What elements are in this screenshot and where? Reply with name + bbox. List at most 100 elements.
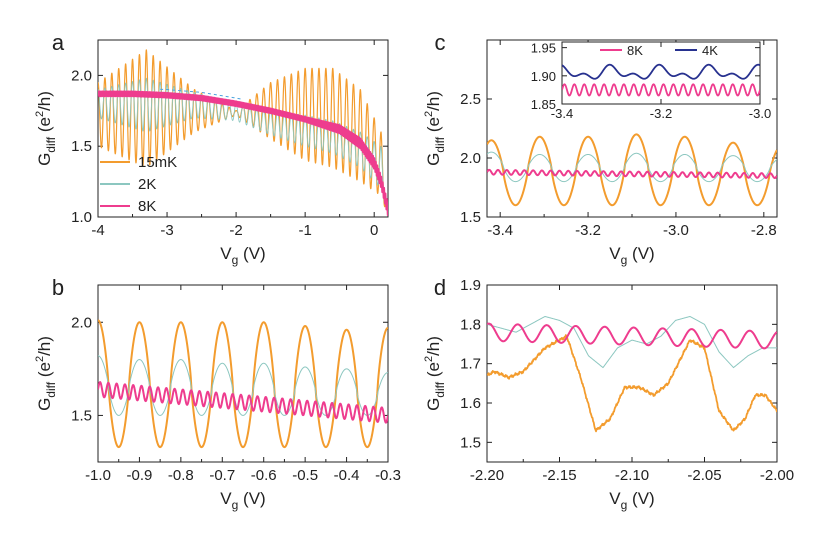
panel-d: -2.20 -2.15 -2.10 -2.05 -2.00 1.5 1.6 1.7 1.8 1.9…	[423, 275, 794, 512]
x-axis-label: Vg (V)	[609, 244, 654, 267]
panel-a: -4 -3 -2 -1 0 1.0 1.5 2.0 Vg (V) Gdiff (e2/h) a 15m…	[34, 30, 389, 267]
y-tick-label: 1.5	[460, 209, 481, 226]
series-line-8K	[98, 90, 388, 217]
x-tick-label: 0	[370, 222, 378, 239]
legend-label: 8K	[138, 198, 156, 215]
inset-legend-label: 8K	[627, 43, 643, 58]
y-axis-label-unit-close: /h)	[35, 91, 54, 111]
y-tick-label: 1.90	[531, 69, 556, 84]
x-tick-label: -2.05	[687, 467, 721, 484]
y-axis-label-unit-open: (e	[35, 362, 54, 382]
y-axis-label: Gdiff (e2/h)	[34, 91, 58, 166]
y-tick-label: 1.8	[460, 316, 481, 333]
y-axis-label-main: G	[424, 398, 443, 411]
inset-series-line-4K	[562, 63, 760, 80]
x-axis-label-main: V	[220, 244, 232, 263]
x-axis-label-sub: g	[621, 253, 628, 267]
x-axis-label-sub: g	[232, 498, 239, 512]
x-axis-label-main: V	[220, 489, 232, 508]
y-axis-label-sup: 2	[34, 111, 46, 117]
x-tick-label: -3.0	[663, 222, 689, 239]
x-axis-label: Vg (V)	[609, 489, 654, 512]
x-tick-label: -0.4	[334, 467, 360, 484]
x-axis-label-main: V	[609, 489, 621, 508]
panel-letter: c	[435, 30, 446, 55]
inset-legend-label: 4K	[702, 43, 718, 58]
x-tick-label: -2.15	[542, 467, 576, 484]
y-tick-label: 1.5	[71, 138, 92, 155]
x-axis-label-sub: g	[621, 498, 628, 512]
x-tick-label: -2.10	[615, 467, 649, 484]
panel-b: -1.0 -0.9 -0.8 -0.7 -0.6 -0.5 -0.4 -0.3 1.5 2.0 Vg…	[34, 275, 401, 512]
plot-frame	[97, 284, 389, 463]
reference-dashed-line	[160, 88, 244, 100]
y-tick-label: 1.9	[460, 277, 481, 294]
x-tick-label: -0.9	[126, 467, 152, 484]
y-axis-label-sub: diff	[44, 381, 58, 397]
panel-letter: b	[52, 275, 64, 300]
x-tick-label: -0.5	[292, 467, 318, 484]
y-axis-label-unit-open: (e	[424, 117, 443, 137]
y-axis-label-sup: 2	[423, 356, 435, 362]
panel-letter: d	[434, 275, 446, 300]
y-axis-label-unit-open: (e	[424, 362, 443, 382]
series-line-2K	[98, 355, 388, 416]
legend-label: 2K	[138, 176, 156, 193]
series-line-15mK	[487, 133, 777, 207]
x-tick-label: -3.4	[551, 106, 573, 121]
x-tick-label: -1.0	[85, 467, 111, 484]
plot-frame	[97, 39, 389, 218]
y-axis-label-sub: diff	[433, 381, 447, 397]
x-tick-label: -3	[160, 222, 173, 239]
y-tick-label: 1.0	[71, 209, 92, 226]
y-axis-label-sup: 2	[423, 111, 435, 117]
panel-c: -3.4 -3.2 -3.0 -2.8 1.5 2.0 2.5 Vg (V) Gdiff (e2…	[423, 30, 778, 267]
series-line-15mK	[487, 334, 777, 433]
x-tick-label: -0.8	[168, 467, 194, 484]
y-tick-label: 1.5	[460, 434, 481, 451]
x-tick-label: -3.2	[650, 106, 672, 121]
series-line-8K	[487, 168, 777, 180]
y-tick-label: 1.6	[460, 395, 481, 412]
y-axis-label: Gdiff (e2/h)	[423, 91, 447, 166]
series-line-2K	[487, 315, 777, 369]
y-axis-label-main: G	[35, 398, 54, 411]
y-axis-label: Gdiff (e2/h)	[34, 336, 58, 411]
x-axis-label-sub: g	[232, 253, 239, 267]
x-tick-label: -3.4	[487, 222, 513, 239]
y-axis-label-sup: 2	[34, 356, 46, 362]
x-axis-label: Vg (V)	[220, 244, 265, 267]
series-line-15mK	[98, 319, 388, 449]
y-axis-label: Gdiff (e2/h)	[423, 336, 447, 411]
x-axis-label-unit: (V)	[627, 489, 654, 508]
y-tick-label: 2.0	[460, 150, 481, 167]
x-axis-label: Vg (V)	[220, 489, 265, 512]
x-tick-label: -0.3	[375, 467, 401, 484]
y-axis-label-unit-close: /h)	[424, 91, 443, 111]
y-axis-label-unit-open: (e	[35, 117, 54, 137]
y-tick-label: 2.0	[71, 314, 92, 331]
y-axis-label-main: G	[424, 153, 443, 166]
y-tick-label: 2.0	[71, 67, 92, 84]
y-axis-label-unit-close: /h)	[35, 336, 54, 356]
x-tick-label: -0.6	[251, 467, 277, 484]
x-tick-label: -2	[229, 222, 242, 239]
x-tick-label: -2.8	[751, 222, 777, 239]
y-axis-label-sub: diff	[433, 136, 447, 152]
y-tick-label: 1.95	[531, 41, 556, 56]
x-tick-label: -0.7	[209, 467, 235, 484]
y-axis-label-unit-close: /h)	[424, 336, 443, 356]
panel-letter: a	[52, 30, 65, 55]
x-tick-label: -2.20	[470, 467, 504, 484]
x-tick-label: -4	[91, 222, 104, 239]
series-line-2K	[487, 151, 777, 183]
x-tick-label: -3.2	[575, 222, 601, 239]
y-axis-label-main: G	[35, 153, 54, 166]
y-tick-label: 1.7	[460, 356, 481, 373]
series-line-8K	[487, 322, 777, 350]
y-tick-label: 2.5	[460, 91, 481, 108]
legend: 15mK 2K 8K	[100, 154, 177, 215]
x-tick-label: -1	[298, 222, 311, 239]
series-line-8K	[98, 381, 388, 424]
